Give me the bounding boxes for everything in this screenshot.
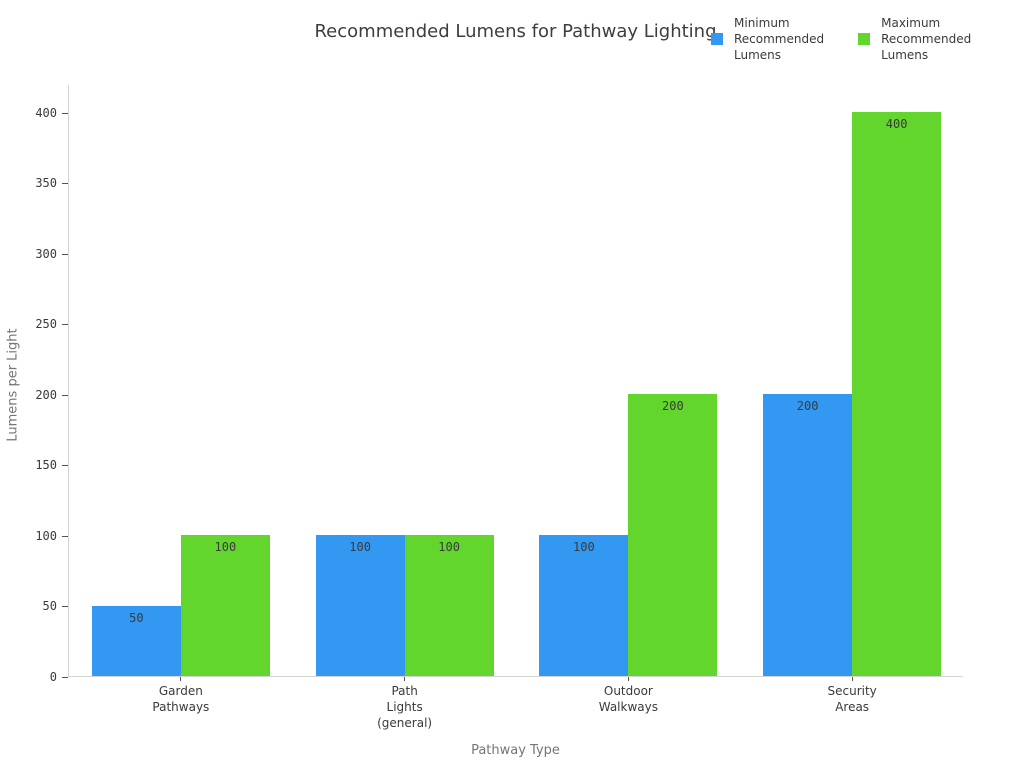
- bar-value-label: 100: [214, 540, 237, 554]
- category-label: Security Areas: [827, 684, 877, 714]
- y-tick-mark: [62, 112, 68, 114]
- bar: [315, 535, 405, 676]
- y-tick-label: 400: [35, 105, 57, 120]
- legend-swatch-maximum: [858, 33, 871, 45]
- chart-title: Recommended Lumens for Pathway Lighting: [314, 21, 717, 42]
- legend: Minimum Recommended Lumens Maximum Recom…: [711, 15, 971, 63]
- y-tick-label: 300: [35, 246, 57, 261]
- category-label: Outdoor Walkways: [598, 684, 658, 714]
- legend-item-minimum: Minimum Recommended Lumens: [711, 15, 824, 63]
- y-tick-mark: [62, 394, 68, 396]
- y-tick-mark: [62, 606, 68, 607]
- y-tick-label: 50: [42, 599, 57, 613]
- bar-value-label: 200: [662, 399, 684, 413]
- legend-swatch-minimum: [711, 33, 723, 45]
- y-axis-title: Lumens per Light: [5, 328, 21, 442]
- y-tick-label: 350: [35, 176, 57, 190]
- plot-area: 0 50 100 150 200 250 300 350 400 50 100 Garden Path…: [35, 85, 963, 730]
- y-tick-label: 200: [35, 387, 57, 402]
- y-tick-mark: [62, 676, 68, 678]
- x-tick-mark: [627, 677, 629, 681]
- y-tick-label: 150: [35, 458, 57, 472]
- bar-value-label: 100: [573, 540, 595, 554]
- bar-value-label: 400: [885, 117, 908, 131]
- bar-value-label: 100: [349, 540, 371, 554]
- bar-value-label: 100: [438, 540, 460, 554]
- bar-value-label: 50: [129, 610, 144, 625]
- y-tick-label: 0: [49, 669, 57, 684]
- category-label: Garden Pathways: [152, 684, 210, 714]
- bar: [91, 605, 181, 676]
- bar: [539, 535, 629, 676]
- y-tick-mark: [62, 183, 68, 184]
- y-tick-mark: [62, 324, 68, 325]
- legend-item-maximum: Maximum Recommended Lumens: [858, 15, 971, 63]
- bar: [628, 394, 718, 676]
- bar: [404, 535, 494, 676]
- y-tick-label: 100: [35, 528, 57, 543]
- y-tick-mark: [62, 465, 68, 466]
- x-tick-mark: [851, 677, 853, 681]
- legend-label-maximum: Maximum Recommended Lumens: [881, 16, 972, 62]
- y-tick-label: 250: [35, 317, 57, 331]
- category-label: Path Lights (general): [377, 684, 433, 730]
- bar: [852, 112, 942, 676]
- x-axis-title: Pathway Type: [471, 743, 560, 758]
- x-tick-mark: [180, 677, 182, 681]
- legend-label-minimum: Minimum Recommended Lumens: [734, 16, 825, 62]
- bar: [763, 394, 853, 676]
- bar-value-label: 200: [796, 399, 819, 413]
- y-tick-mark: [62, 535, 68, 537]
- x-tick-mark: [404, 677, 406, 681]
- bar: [180, 535, 270, 676]
- y-tick-mark: [62, 253, 68, 255]
